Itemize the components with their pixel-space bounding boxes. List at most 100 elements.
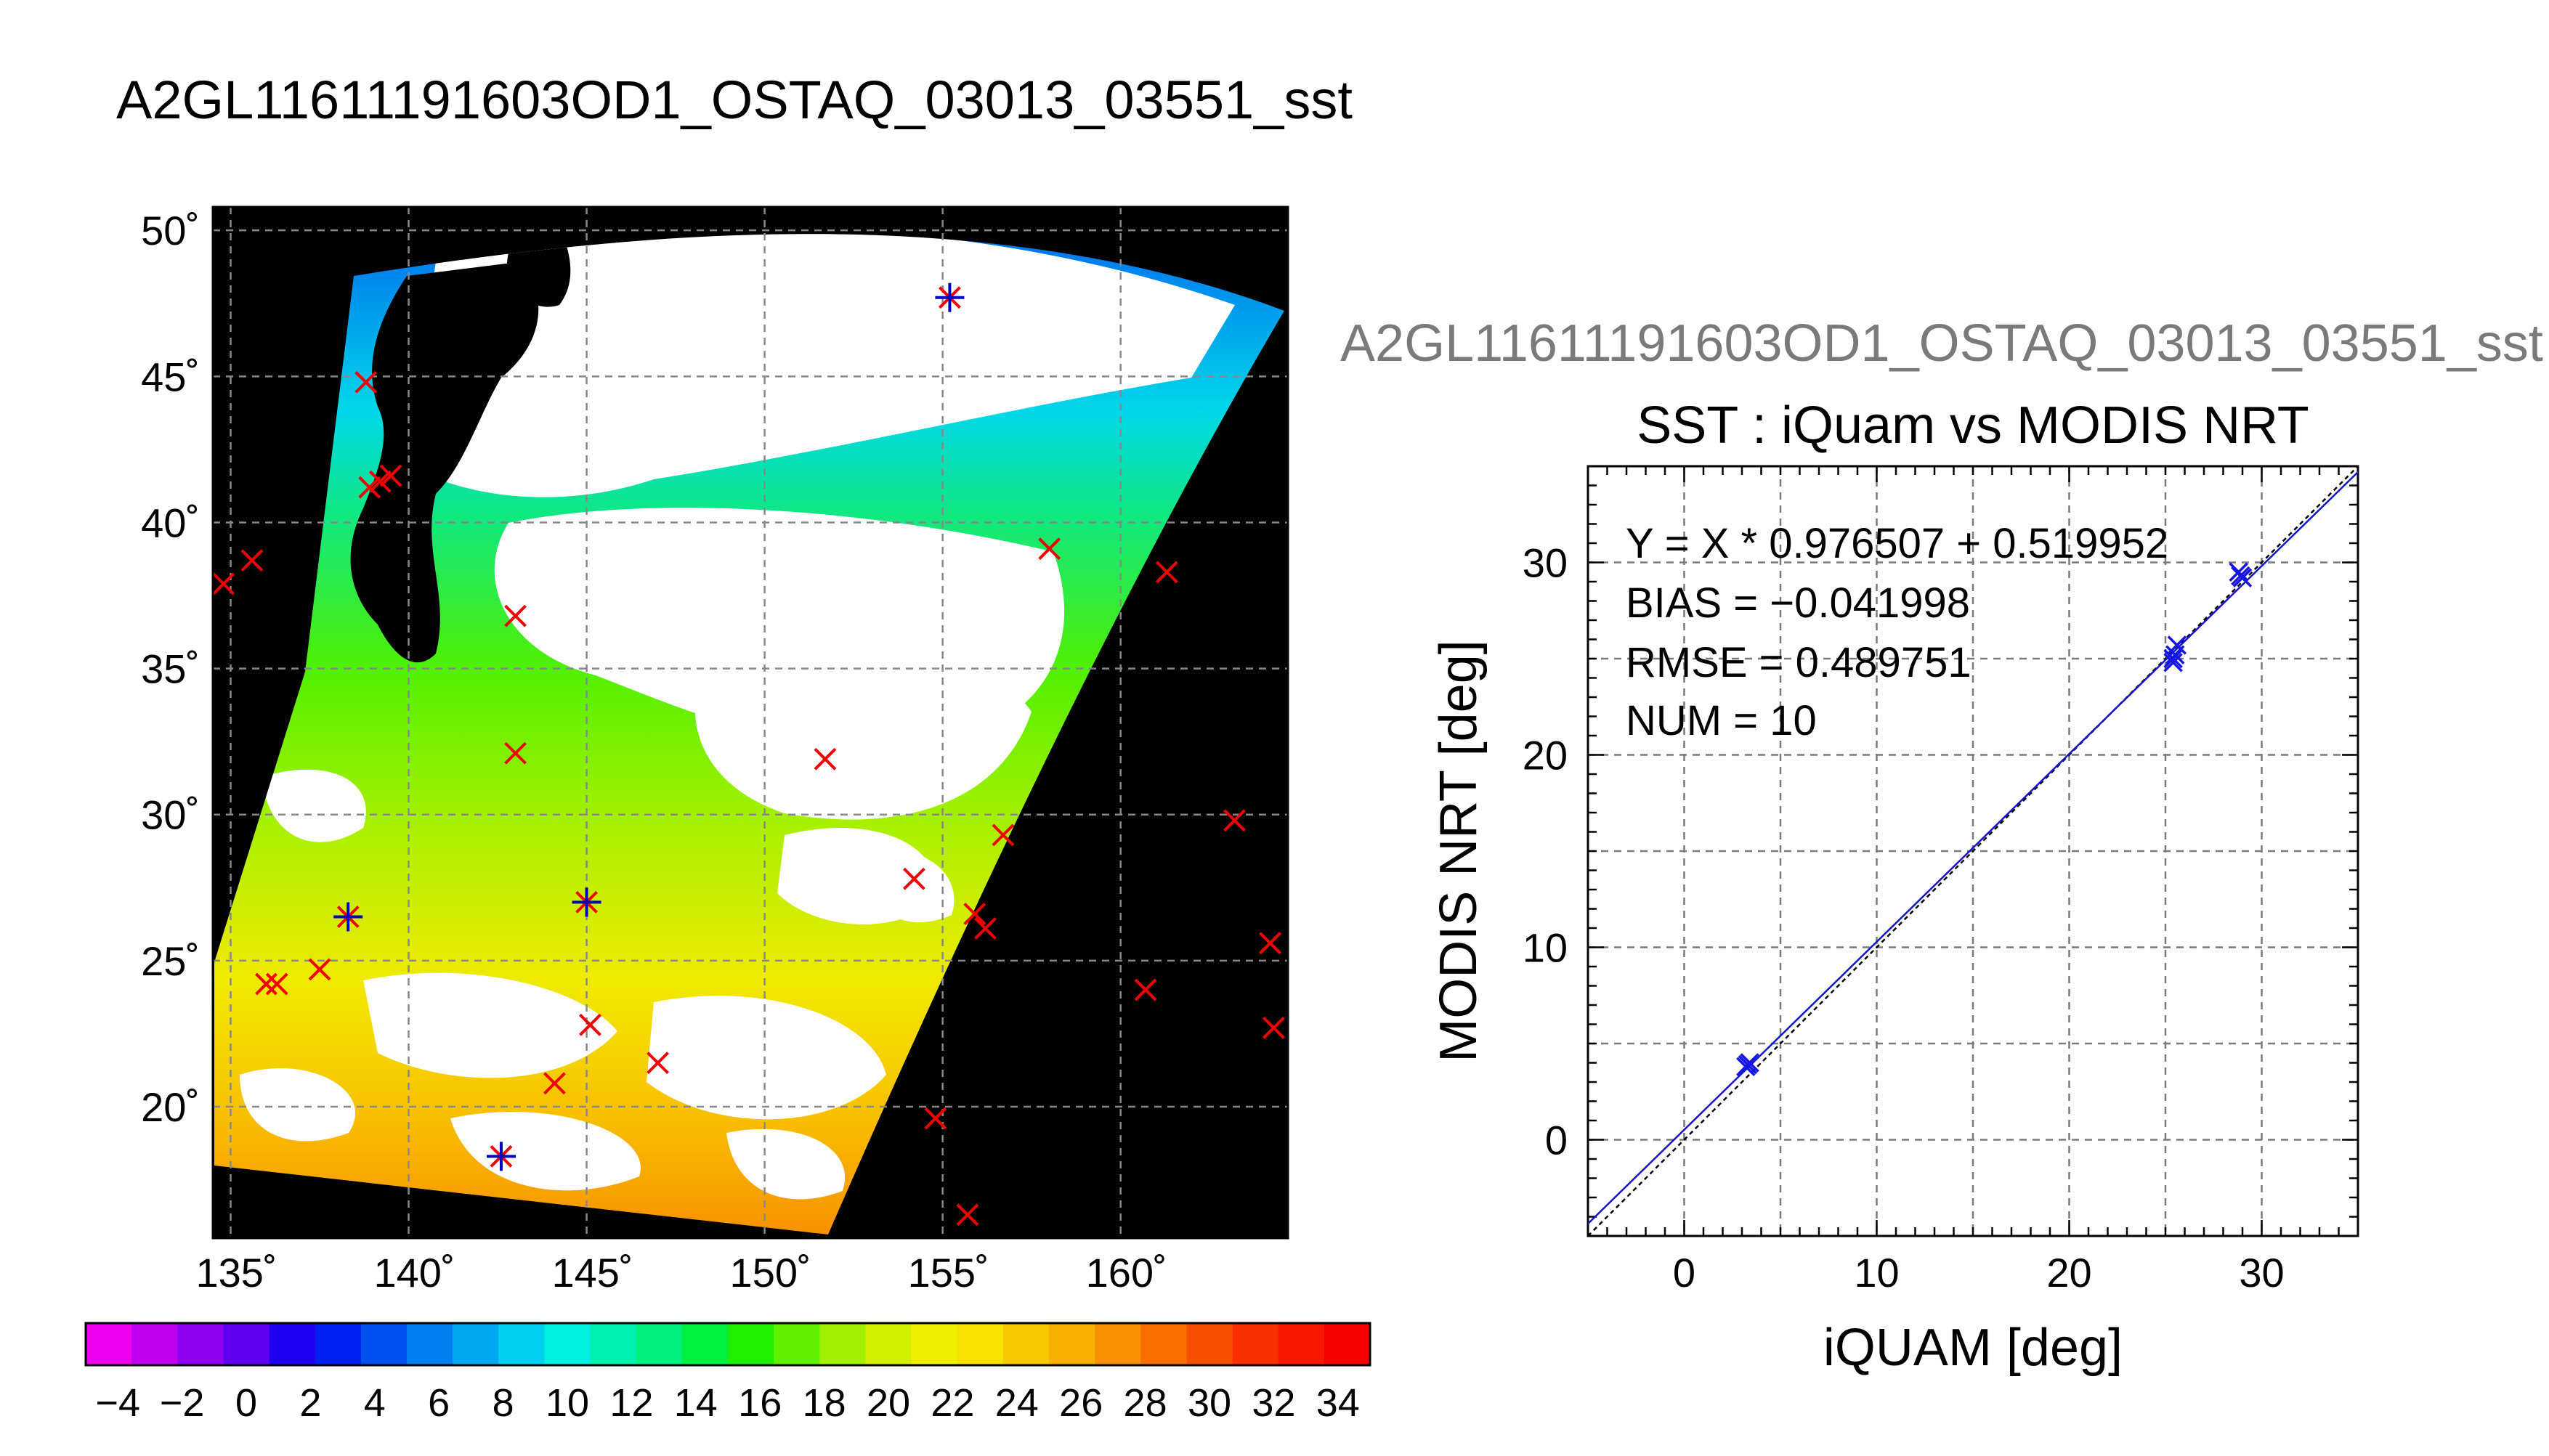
map-frame	[211, 206, 1289, 1240]
station-marker	[354, 370, 378, 394]
lon-tick-label: 135˚	[195, 1250, 277, 1296]
colorbar-label: 26	[1059, 1381, 1103, 1425]
colorbar-segment	[1232, 1323, 1279, 1365]
colorbar-segment	[131, 1323, 178, 1365]
station-marker	[1262, 1016, 1285, 1039]
colorbar-label: 14	[674, 1381, 718, 1425]
x-tick-label: 0	[1673, 1250, 1695, 1296]
regression-lines	[1587, 465, 2359, 1237]
station-marker	[956, 1203, 979, 1227]
colorbar-segment	[1095, 1323, 1141, 1365]
scatter-point	[2229, 562, 2248, 582]
colorbar-segment	[544, 1323, 591, 1365]
lat-tick-label: 45˚	[141, 354, 200, 399]
stat-fit: Y = X * 0.976507 + 0.519952	[1626, 520, 2168, 567]
station-marker	[1259, 932, 1281, 955]
colorbar-segment	[1278, 1323, 1325, 1365]
colorbar-segment	[819, 1323, 866, 1365]
scatter-point	[2165, 645, 2185, 664]
station-marker	[265, 972, 288, 996]
x-tick-label: 10	[1854, 1250, 1899, 1296]
x-tick-label: 20	[2046, 1250, 2091, 1296]
station-markers	[213, 282, 1285, 1227]
station-marker	[814, 747, 837, 770]
colorbar-segment	[269, 1323, 316, 1365]
colorbar-segment	[1186, 1323, 1233, 1365]
colorbar-label: 32	[1252, 1381, 1295, 1425]
lat-tick-label: 35˚	[141, 646, 200, 692]
colorbar-segment	[86, 1323, 132, 1365]
colorbar-frame	[84, 1322, 1371, 1367]
station-marker	[379, 464, 402, 487]
colorbar-segment	[453, 1323, 499, 1365]
stat-rmse: RMSE = 0.489751	[1626, 639, 1971, 686]
lat-tick-label: 30˚	[141, 792, 200, 838]
colorbar-label: 18	[803, 1381, 846, 1425]
colorbar-segment	[315, 1323, 362, 1365]
colorbar-label: −4	[95, 1381, 140, 1425]
colorbar-segment	[865, 1323, 912, 1365]
x-tick-labels: 0 10 20 30	[1673, 1250, 2285, 1296]
colorbar-segments	[86, 1323, 1371, 1365]
minor-ticks	[1586, 465, 2359, 1237]
lat-tick-label: 25˚	[141, 938, 200, 984]
colorbar-segment	[911, 1323, 958, 1365]
longitude-labels: 135˚ 140˚ 145˚ 150˚ 155˚ 160˚	[195, 1250, 1167, 1296]
station-marker	[1038, 537, 1061, 561]
station-marker	[647, 1052, 669, 1075]
colorbar-label: 16	[738, 1381, 782, 1425]
fit-line	[1587, 471, 2359, 1225]
colorbar-label: 24	[995, 1381, 1039, 1425]
station-marker	[974, 917, 997, 940]
scatter-point	[2232, 568, 2253, 587]
sst-map: 50˚ 45˚ 40˚ 35˚ 30˚ 25˚ 20˚ 135˚ 140˚ 145˚ 150˚ 15…	[141, 206, 1289, 1296]
station-marker	[963, 903, 986, 925]
stat-num: NUM = 10	[1626, 697, 1817, 744]
lon-tick-label: 145˚	[552, 1250, 633, 1296]
colorbar-label: 6	[428, 1381, 450, 1425]
colorbar-segment	[498, 1323, 545, 1365]
colorbar-label: 30	[1188, 1381, 1231, 1425]
lon-tick-label: 140˚	[373, 1250, 455, 1296]
y-tick-label: 0	[1545, 1118, 1568, 1163]
scatter-title: SST : iQuam vs MODIS NRT	[1637, 396, 2309, 455]
identity-line	[1587, 465, 2359, 1237]
colorbar-label: 20	[867, 1381, 910, 1425]
colorbar-label: 28	[1124, 1381, 1167, 1425]
x-tick-label: 30	[2239, 1250, 2284, 1296]
map-grid	[213, 207, 1288, 1238]
page-title: A2GL11611191603OD1_OSTAQ_03013_03551_sst	[116, 70, 1353, 130]
station-marker	[1223, 809, 1246, 832]
colorbar-segment	[1002, 1323, 1050, 1365]
y-tick-label: 20	[1523, 733, 1568, 778]
colorbar-segment	[774, 1323, 820, 1365]
y-tick-labels: 0 10 20 30	[1523, 540, 1568, 1163]
lon-tick-label: 150˚	[730, 1250, 811, 1296]
colorbar-segment	[636, 1323, 683, 1365]
colorbar-segment	[1140, 1323, 1187, 1365]
lon-tick-label: 155˚	[908, 1250, 989, 1296]
scatter-point	[2163, 653, 2183, 672]
colorbar-label: 2	[299, 1381, 321, 1425]
colorbar-label: 22	[931, 1381, 974, 1425]
matched-station-marker	[572, 887, 601, 917]
colorbar-label: 8	[493, 1381, 514, 1425]
station-marker	[543, 1072, 566, 1095]
scatter-chart: SST : iQuam vs MODIS NRT 0 10 20 30 0 10 20 30…	[1430, 396, 2359, 1377]
y-axis-label: MODIS NRT [deg]	[1430, 640, 1488, 1062]
colorbar-segment	[223, 1323, 270, 1365]
station-marker	[1134, 978, 1157, 1001]
latitude-labels: 50˚ 45˚ 40˚ 35˚ 30˚ 25˚ 20˚	[141, 208, 200, 1130]
station-marker	[368, 470, 392, 493]
station-marker	[903, 867, 925, 890]
station-marker	[255, 972, 277, 996]
scatter-point	[2163, 648, 2183, 669]
colorbar-segment	[1324, 1323, 1371, 1365]
y-tick-label: 10	[1523, 925, 1568, 971]
station-marker	[308, 958, 331, 981]
y-tick-label: 30	[1523, 540, 1568, 586]
colorbar-segment	[407, 1323, 453, 1365]
colorbar-segment	[360, 1323, 408, 1365]
lat-tick-label: 40˚	[141, 500, 200, 545]
